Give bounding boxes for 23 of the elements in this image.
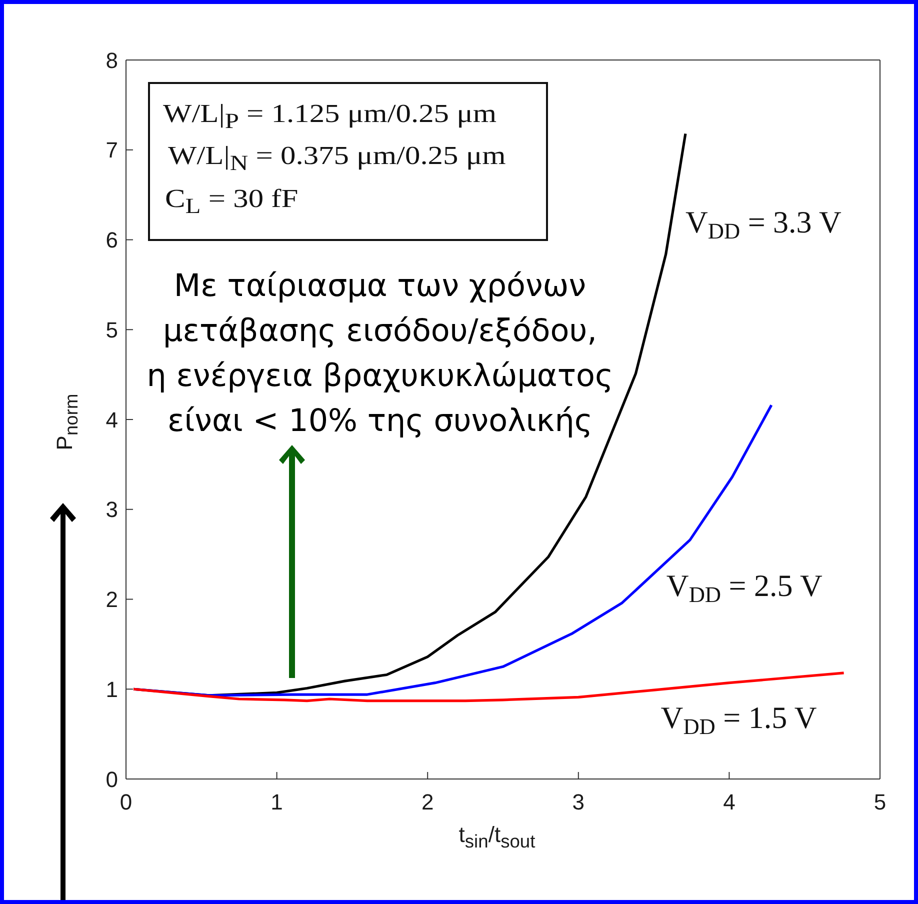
x-tick-label: 3 bbox=[572, 790, 585, 815]
annotation: Με ταίριασμα των χρόνων μετάβασης εισόδου/εξόδου, η ενέργεια βραχυκυκλώματος είναι < 10% της συνολικής bbox=[146, 268, 614, 439]
x-tick-label: 1 bbox=[270, 790, 283, 815]
y-tick-label: 5 bbox=[106, 317, 118, 342]
series-label: V$_{DD}$ = 1.5 V bbox=[660, 700, 818, 738]
y-tick-label: 4 bbox=[106, 407, 118, 432]
series-label: V$_{DD}$ = 2.5 V bbox=[666, 568, 823, 607]
x-tick-label: 4 bbox=[723, 790, 736, 815]
y-tick-label: 1 bbox=[106, 676, 118, 702]
y-tick-label: 3 bbox=[106, 497, 118, 522]
y-tick-label: 7 bbox=[106, 138, 118, 163]
annotation: W/L|$_{P}$ = 1.125 μm/0.25 μm bbox=[163, 99, 497, 136]
y-tick-label: 6 bbox=[106, 228, 118, 253]
annotation: W/L|$_{N}$ = 0.375 μm/0.25 μm bbox=[168, 141, 506, 178]
line-series bbox=[132, 672, 846, 702]
series-label: V$_{DD}$ = 3.3 V bbox=[685, 204, 842, 244]
y-tick-label: 0 bbox=[106, 766, 118, 792]
annotation: C$_{L}$ = 30 fF bbox=[165, 184, 298, 220]
x-tick-label: 5 bbox=[874, 790, 886, 815]
x-axis-title: t$_{sin}$/t$_{sout}$ bbox=[458, 822, 536, 852]
y-tick-label: 8 bbox=[106, 48, 118, 73]
x-tick-label: 2 bbox=[421, 790, 434, 815]
y-tick-label: 2 bbox=[106, 587, 118, 612]
